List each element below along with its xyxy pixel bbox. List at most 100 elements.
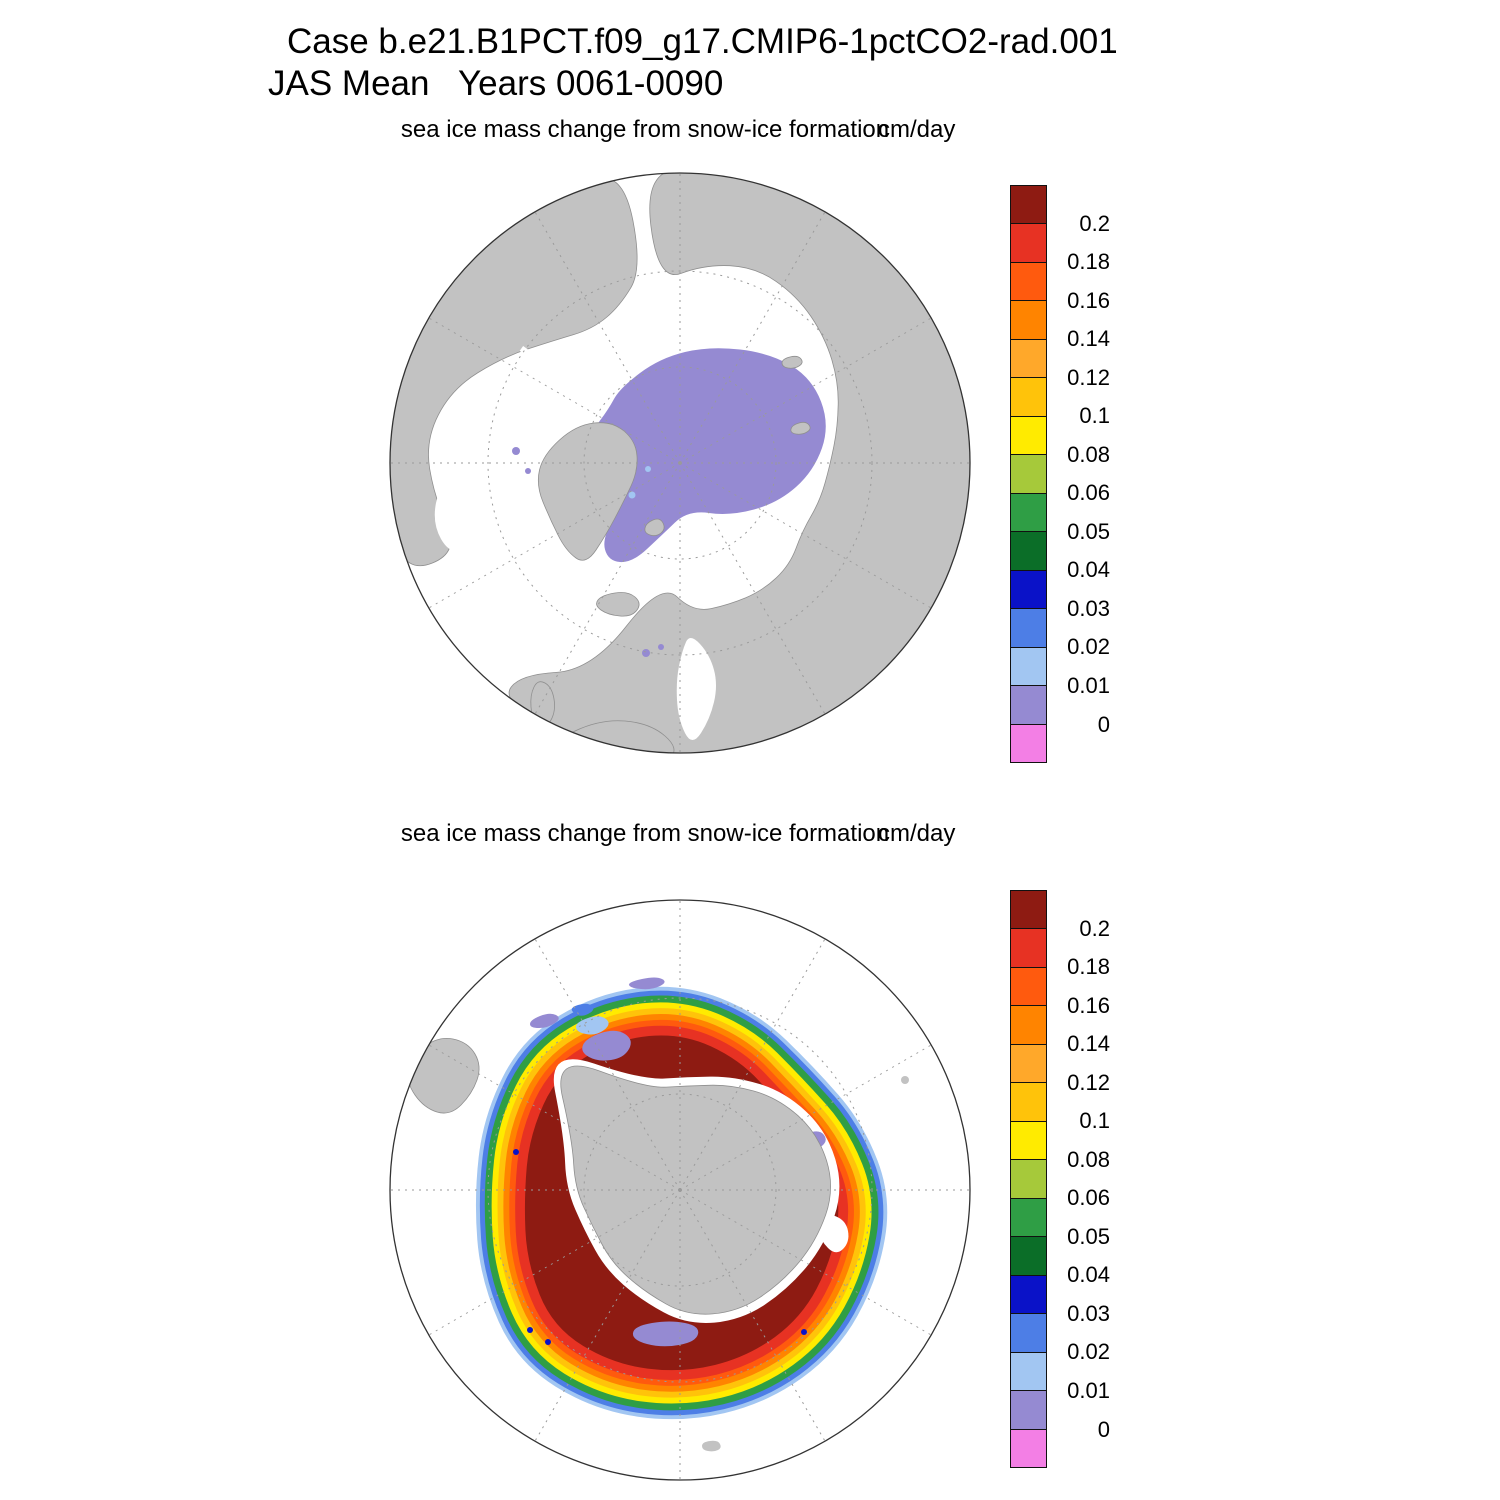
sea-ice-speck (525, 468, 531, 474)
colorbar-segment (1011, 300, 1046, 339)
colorbar-segment (1011, 415, 1046, 455)
map-rim (389, 172, 971, 754)
north-polar-map (389, 172, 971, 754)
ice-edge-speck (801, 1329, 807, 1335)
south-map-layers (390, 900, 970, 1480)
colorbar-segment (1011, 1428, 1046, 1468)
north-panel-title: sea ice mass change from snow-ice format… (400, 116, 890, 143)
colorbar-segment (1011, 186, 1046, 224)
colorbar-tick-label: 0.02 (1067, 634, 1110, 660)
weddell-lavender-patch (582, 1030, 631, 1061)
colorbar-north (1010, 185, 1047, 763)
figure-season-years: JAS Mean Years 0061-0090 (268, 64, 724, 103)
north-map-layers (390, 173, 970, 753)
colorbar-segment (1011, 1390, 1046, 1429)
colorbar-segment (1011, 928, 1046, 967)
colorbar-tick-label: 0.03 (1067, 1300, 1110, 1326)
colorbar-tick-label: 0.08 (1067, 1146, 1110, 1172)
ice-edge-speck (545, 1339, 551, 1345)
sea-ice-speck (512, 447, 520, 455)
colorbar-segment (1011, 685, 1046, 724)
landmass-ireland (507, 704, 525, 726)
landmass-svalbard (644, 518, 665, 537)
archipelago-channel (519, 346, 561, 378)
landmass-island (702, 1440, 721, 1452)
colorbar-tick-label: 0.1 (1079, 1108, 1110, 1134)
colorbar-segment (1011, 1197, 1046, 1237)
graticule-circle (487, 270, 873, 656)
colorbar-segment (1011, 1043, 1046, 1083)
colorbar-segment (1011, 1236, 1046, 1275)
figure-title: Case b.e21.B1PCT.f09_g17.CMIP6-1pctCO2-r… (287, 22, 1118, 61)
colorbar-tick-label: 0.14 (1067, 1031, 1110, 1057)
ice-edge-speck (513, 1149, 519, 1155)
colorbar-tick-label: 0.2 (1079, 915, 1110, 941)
colorbar-tick-label: 0.04 (1067, 557, 1110, 583)
colorbar-tick-label: 0.01 (1067, 1377, 1110, 1403)
colorbar-segment (1011, 608, 1046, 647)
colorbar-south (1010, 890, 1047, 1468)
colorbar-tick-label: 0.06 (1067, 1185, 1110, 1211)
colorbar-segment (1011, 1082, 1046, 1121)
graticule-circle (583, 366, 777, 560)
map-rim (389, 899, 971, 1481)
colorbar-segment (1011, 966, 1046, 1006)
landmass-greenland (537, 422, 638, 561)
hudson-bay (434, 480, 489, 553)
south-units-label: cm/day (878, 820, 956, 847)
colorbar-segment (1011, 723, 1046, 763)
colorbar-segment (1011, 569, 1046, 609)
ross-lavender-patch (632, 1321, 699, 1347)
graticule-circle (487, 997, 873, 1383)
colorbar-tick-label: 0.05 (1067, 518, 1110, 544)
colorbar-segment (1011, 646, 1046, 686)
colorbar-tick-label: 0.12 (1067, 364, 1110, 390)
colorbar-segment (1011, 223, 1046, 262)
landmass-island (901, 1076, 909, 1084)
colorbar-segment (1011, 1120, 1046, 1160)
coastal-polynya (818, 1214, 849, 1253)
colorbar-segment (1011, 1274, 1046, 1314)
archipelago-channel (533, 369, 579, 405)
colorbar-tick-label: 0.02 (1067, 1339, 1110, 1365)
sea-ice-speck (642, 649, 650, 657)
colorbar-tick-label: 0.2 (1079, 210, 1110, 236)
sea-ice-speck (645, 466, 651, 472)
colorbar-tick-label: 0.1 (1079, 403, 1110, 429)
colorbar-tick-label: 0.08 (1067, 441, 1110, 467)
colorbar-segment (1011, 492, 1046, 532)
colorbar-tick-label: 0.16 (1067, 287, 1110, 313)
colorbar-segment (1011, 1351, 1046, 1391)
colorbar-segment (1011, 1005, 1046, 1044)
colorbar-segment (1011, 261, 1046, 301)
colorbar-tick-label: 0 (1097, 1416, 1110, 1442)
colorbar-tick-label: 0.06 (1067, 480, 1110, 506)
north-units-label: cm/day (878, 116, 956, 143)
sea-ice-speck (628, 491, 636, 499)
colorbar-tick-label: 0.14 (1067, 326, 1110, 352)
landmass-arctic-island (781, 355, 803, 369)
colorbar-tick-label: 0.01 (1067, 672, 1110, 698)
colorbar-segment (1011, 338, 1046, 378)
landmass-iceland (596, 592, 640, 617)
colorbar-tick-label: 0.18 (1067, 249, 1110, 275)
ice-edge-fringe (530, 1013, 559, 1028)
south-panel-title: sea ice mass change from snow-ice format… (400, 820, 890, 847)
colorbar-tick-label: 0.03 (1067, 595, 1110, 621)
landmass-arctic-island (790, 421, 811, 435)
colorbar-tick-label: 0 (1097, 711, 1110, 737)
colorbar-segment (1011, 891, 1046, 929)
colorbar-tick-label: 0.04 (1067, 1262, 1110, 1288)
archipelago-channel (493, 392, 533, 420)
colorbar-south-labels: 0.2 0.18 0.16 0.14 0.12 0.1 0.08 0.06 0.05 0.04 0.… (1050, 890, 1110, 1468)
colorbar-segment (1011, 1313, 1046, 1352)
ice-edge-speck (527, 1327, 533, 1333)
south-polar-map (389, 899, 971, 1481)
sea-ice-speck (658, 644, 664, 650)
colorbar-segment (1011, 454, 1046, 493)
graticule-circle (583, 1093, 777, 1287)
colorbar-segment (1011, 531, 1046, 570)
colorbar-segment (1011, 377, 1046, 416)
colorbar-north-labels: 0.2 0.18 0.16 0.14 0.12 0.1 0.08 0.06 0.05 0.04 0.… (1050, 185, 1110, 763)
weddell-lightblue-patch (576, 1016, 609, 1035)
